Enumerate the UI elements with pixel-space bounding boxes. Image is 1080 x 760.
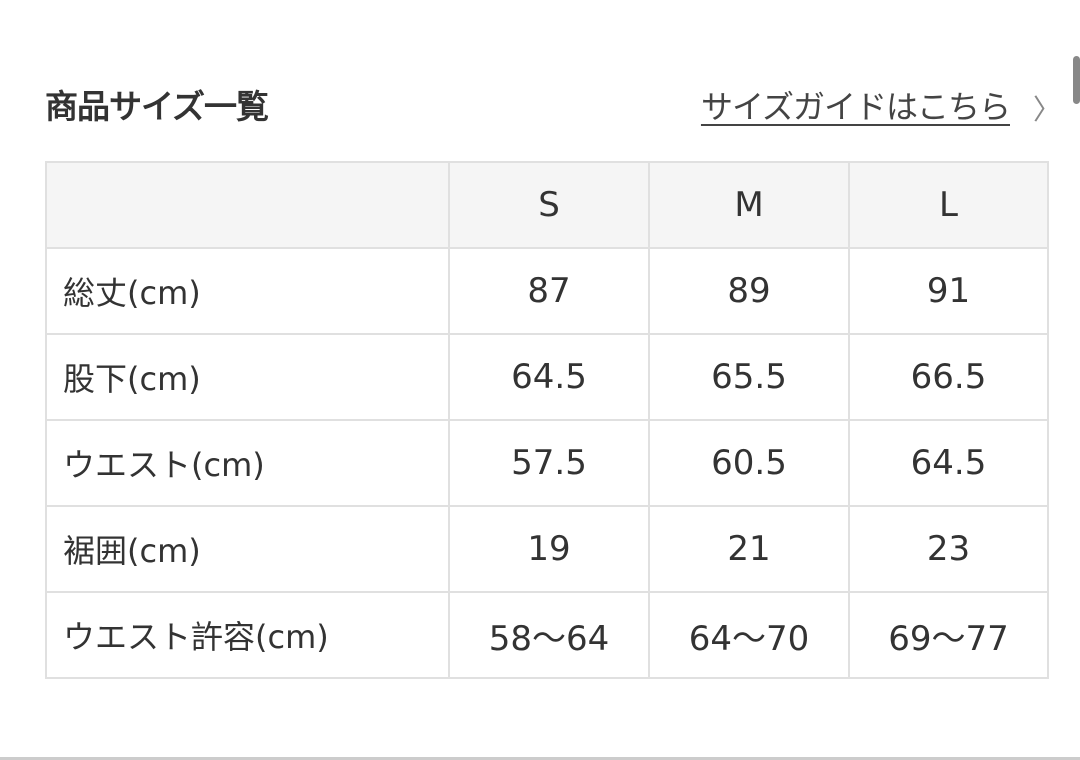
table-cell: 64.5 xyxy=(448,333,650,421)
table-cell: 21 xyxy=(648,505,850,593)
scrollbar[interactable] xyxy=(1073,56,1080,104)
table-cell: 89 xyxy=(648,247,850,335)
table-cell: 60.5 xyxy=(648,419,850,507)
table-row: ウエスト(cm) 57.5 60.5 64.5 xyxy=(45,419,1049,507)
column-header: L xyxy=(848,161,1049,249)
table-cell: 64〜70 xyxy=(648,591,850,679)
table-cell: 66.5 xyxy=(848,333,1049,421)
table-cell: 91 xyxy=(848,247,1049,335)
chevron-right-icon[interactable]: 〉 xyxy=(1033,93,1062,126)
table-cell: 64.5 xyxy=(848,419,1049,507)
table-cell: 19 xyxy=(448,505,650,593)
table-row: 裾囲(cm) 19 21 23 xyxy=(45,505,1049,593)
row-label: 裾囲(cm) xyxy=(45,505,450,593)
size-table: S M L 総丈(cm) 87 89 91 股下(cm) 64.5 65.5 66.5 ウエスト… xyxy=(45,161,1049,679)
table-cell: 57.5 xyxy=(448,419,650,507)
table-row: 総丈(cm) 87 89 91 xyxy=(45,247,1049,335)
column-header: M xyxy=(648,161,850,249)
row-label: ウエスト(cm) xyxy=(45,419,450,507)
table-row: ウエスト許容(cm) 58〜64 64〜70 69〜77 xyxy=(45,591,1049,679)
table-cell: 65.5 xyxy=(648,333,850,421)
row-label: 股下(cm) xyxy=(45,333,450,421)
divider xyxy=(0,757,1080,760)
row-label: 総丈(cm) xyxy=(45,247,450,335)
row-label: ウエスト許容(cm) xyxy=(45,591,450,679)
size-guide-link[interactable]: サイズガイドはこちら xyxy=(700,88,1011,126)
table-cell: 87 xyxy=(448,247,650,335)
column-header xyxy=(45,161,450,249)
table-row: 股下(cm) 64.5 65.5 66.5 xyxy=(45,333,1049,421)
table-cell: 69〜77 xyxy=(848,591,1049,679)
column-header: S xyxy=(448,161,650,249)
table-cell: 23 xyxy=(848,505,1049,593)
table-header-row: S M L xyxy=(45,161,1049,249)
table-cell: 58〜64 xyxy=(448,591,650,679)
page-title: 商品サイズ一覧 xyxy=(45,87,269,126)
